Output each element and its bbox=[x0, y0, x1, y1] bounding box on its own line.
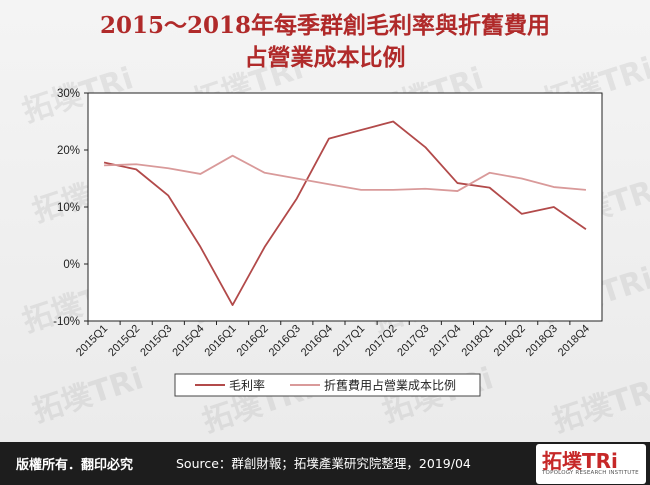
y-tick-label: 30% bbox=[57, 88, 80, 100]
series-line-gross-margin bbox=[103, 120, 587, 306]
y-tick-label: -10% bbox=[53, 316, 80, 328]
chart-title-line2: 占營業成本比例 bbox=[244, 44, 406, 71]
x-tick-label: 2018Q2 bbox=[492, 323, 528, 359]
x-tick-label: 2015Q1 bbox=[74, 323, 110, 359]
x-tick-label: 2017Q4 bbox=[427, 323, 463, 359]
x-tick-label: 2017Q1 bbox=[331, 323, 367, 359]
y-tick-label: 20% bbox=[57, 145, 80, 157]
chart-title: 2015～2018年每季群創毛利率與折舊費用 占營業成本比例 bbox=[0, 10, 650, 74]
x-tick-label: 2018Q4 bbox=[556, 323, 592, 359]
y-tick-label: 0% bbox=[63, 259, 80, 271]
line-chart: 30%20%10%0%-10%2015Q12015Q22015Q32015Q42… bbox=[53, 88, 603, 397]
x-tick-label: 2016Q4 bbox=[299, 323, 335, 359]
y-tick-label: 10% bbox=[57, 202, 80, 214]
legend-label-depreciation-ratio: 折舊費用占營業成本比例 bbox=[324, 378, 456, 393]
x-tick-label: 2017Q2 bbox=[363, 323, 399, 359]
x-tick-label: 2015Q2 bbox=[106, 323, 142, 359]
x-tick-label: 2018Q1 bbox=[460, 323, 496, 359]
source-text: Source：群創財報；拓墣產業研究院整理，2019/04 bbox=[176, 456, 471, 471]
logo-text-a: 拓墣 bbox=[542, 449, 582, 473]
chart-title-line1: 2015～2018年每季群創毛利率與折舊費用 bbox=[99, 12, 551, 39]
x-tick-label: 2018Q3 bbox=[524, 323, 560, 359]
legend-label-gross-margin: 毛利率 bbox=[229, 378, 265, 393]
legend-box bbox=[174, 373, 481, 397]
tri-logo: 拓墣TRi TOPOLOGY RESEARCH INSTITUTE bbox=[536, 444, 646, 484]
copyright-text: 版權所有．翻印必究 bbox=[16, 458, 134, 473]
logo-tagline: TOPOLOGY RESEARCH INSTITUTE bbox=[542, 470, 639, 476]
x-tick-label: 2016Q2 bbox=[235, 323, 271, 359]
x-tick-label: 2015Q4 bbox=[170, 323, 206, 359]
x-tick-label: 2016Q1 bbox=[203, 323, 239, 359]
x-tick-label: 2017Q3 bbox=[395, 323, 431, 359]
footer-bar: 版權所有．翻印必究 Source：群創財報；拓墣產業研究院整理，2019/04 … bbox=[0, 442, 650, 485]
x-tick-label: 2015Q3 bbox=[138, 323, 174, 359]
logo-text-b: TRi bbox=[582, 449, 618, 473]
series-line-depreciation-ratio bbox=[104, 154, 587, 192]
plot-area bbox=[87, 92, 603, 322]
x-tick-label: 2016Q3 bbox=[267, 323, 303, 359]
